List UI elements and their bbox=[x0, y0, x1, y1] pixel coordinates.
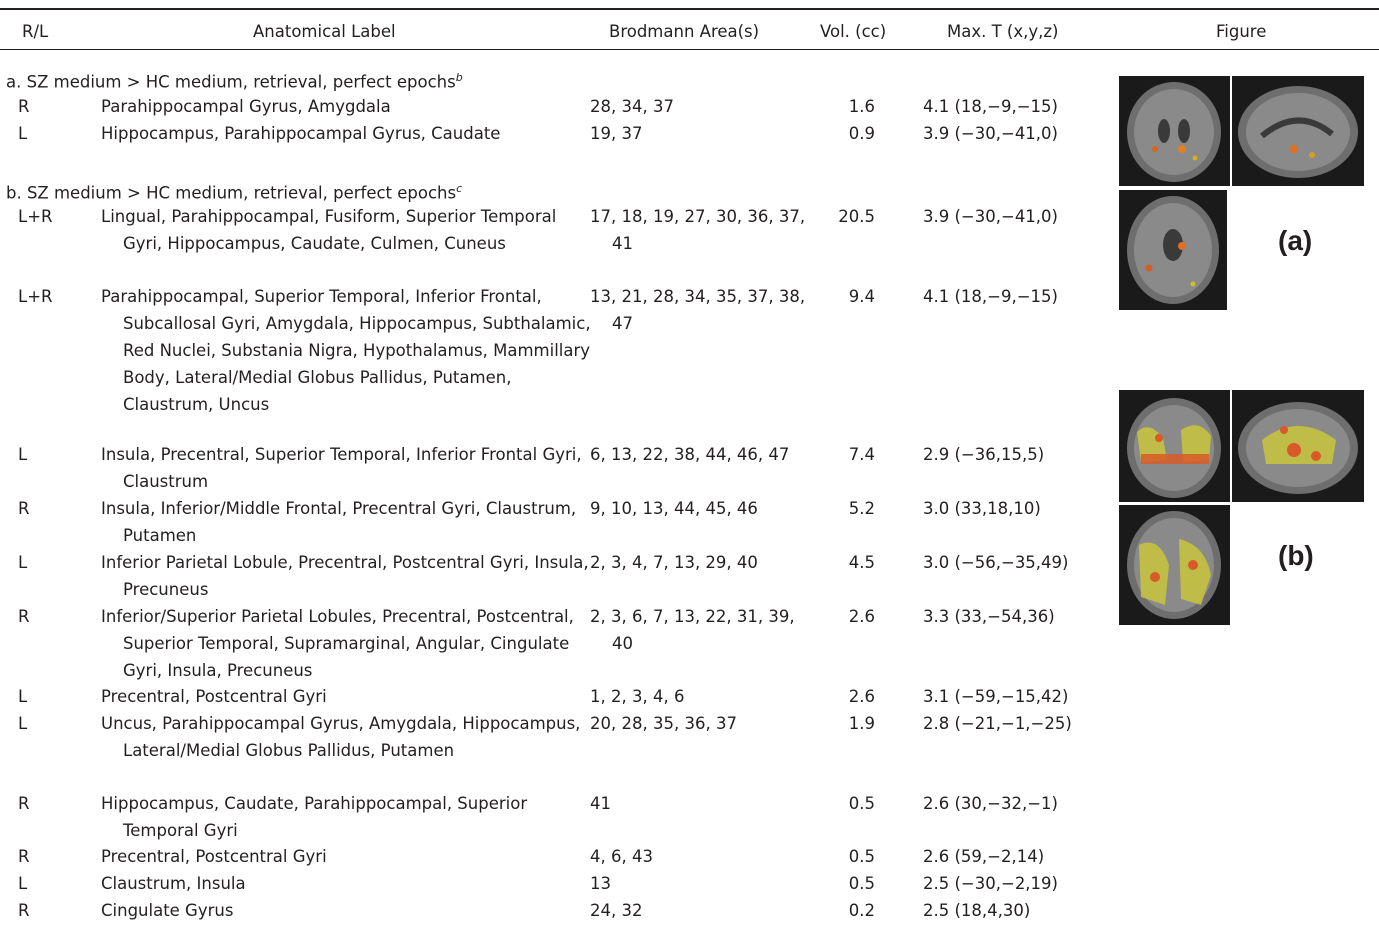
cell-vol: 5.2 bbox=[848, 499, 875, 518]
cell-ba: 41 bbox=[590, 794, 611, 813]
cell-maxt: 4.1 (18,−9,−15) bbox=[923, 287, 1058, 306]
header-brodmann-areas: Brodmann Area(s) bbox=[609, 22, 760, 41]
cell-rl: R bbox=[18, 794, 30, 813]
cell-maxt: 2.6 (59,−2,14) bbox=[923, 847, 1045, 866]
brain-scan-a-axial bbox=[1119, 190, 1227, 310]
cell-vol: 20.5 bbox=[838, 207, 875, 226]
cell-label: Precentral, Postcentral Gyri bbox=[101, 847, 327, 866]
cell-ba: 20, 28, 35, 36, 37 bbox=[590, 714, 737, 733]
figure-label-b: (b) bbox=[1278, 540, 1314, 571]
cell-vol: 0.5 bbox=[848, 847, 875, 866]
cell-rl: R bbox=[18, 97, 30, 116]
cell-maxt: 3.3 (33,−54,36) bbox=[923, 607, 1055, 626]
cell-rl: L bbox=[18, 687, 28, 706]
cell-ba: 6, 13, 22, 38, 44, 46, 47 bbox=[590, 445, 790, 464]
cell-label: Claustrum, Insula bbox=[101, 874, 246, 893]
cell-ba: 17, 18, 19, 27, 30, 36, 37, 41 bbox=[590, 207, 806, 253]
cell-maxt: 3.9 (−30,−41,0) bbox=[923, 124, 1058, 143]
header-figure: Figure bbox=[1216, 22, 1267, 41]
cell-ba: 19, 37 bbox=[590, 124, 643, 143]
cell-label: Hippocampus, Caudate, Parahippocampal, S… bbox=[101, 794, 528, 840]
cell-rl: L bbox=[18, 124, 28, 143]
cell-vol: 0.5 bbox=[848, 874, 875, 893]
brain-scan-a-sagittal bbox=[1232, 76, 1364, 186]
cell-vol: 0.5 bbox=[848, 794, 875, 813]
cell-label: Hippocampus, Parahippocampal Gyrus, Caud… bbox=[101, 124, 501, 143]
cell-rl: L bbox=[18, 714, 28, 733]
cell-rl: R bbox=[18, 847, 30, 866]
cell-label: Parahippocampal Gyrus, Amygdala bbox=[101, 97, 391, 116]
brain-scan-b-sagittal bbox=[1232, 390, 1364, 502]
section-b-title: b. SZ medium > HC medium, retrieval, per… bbox=[6, 182, 463, 203]
cell-vol: 1.9 bbox=[848, 714, 875, 733]
cell-maxt: 2.5 (18,4,30) bbox=[923, 901, 1031, 920]
cell-maxt: 2.6 (30,−32,−1) bbox=[923, 794, 1058, 813]
cell-ba: 2, 3, 6, 7, 13, 22, 31, 39, 40 bbox=[590, 607, 795, 653]
cell-maxt: 2.9 (−36,15,5) bbox=[923, 445, 1045, 464]
cell-vol: 4.5 bbox=[848, 553, 875, 572]
cell-vol: 2.6 bbox=[848, 687, 875, 706]
cell-vol: 2.6 bbox=[848, 607, 875, 626]
cell-ba: 1, 2, 3, 4, 6 bbox=[590, 687, 685, 706]
cell-ba: 2, 3, 4, 7, 13, 29, 40 bbox=[590, 553, 758, 572]
section-a-title: a. SZ medium > HC medium, retrieval, per… bbox=[6, 71, 463, 92]
cell-vol: 0.9 bbox=[848, 124, 875, 143]
cell-ba: 9, 10, 13, 44, 45, 46 bbox=[590, 499, 758, 518]
cell-vol: 0.2 bbox=[848, 901, 875, 920]
cell-ba: 13 bbox=[590, 874, 611, 893]
cell-label: Lingual, Parahippocampal, Fusiform, Supe… bbox=[101, 207, 557, 253]
cell-rl: R bbox=[18, 499, 30, 518]
brain-scan-b-coronal bbox=[1119, 390, 1230, 502]
cell-vol: 9.4 bbox=[848, 287, 875, 306]
header-max-t: Max. T (x,y,z) bbox=[947, 22, 1059, 41]
cell-maxt: 3.1 (−59,−15,42) bbox=[923, 687, 1069, 706]
cell-rl: R bbox=[18, 607, 30, 626]
cell-label: Precentral, Postcentral Gyri bbox=[101, 687, 327, 706]
cell-rl: L+R bbox=[18, 207, 53, 226]
brain-scan-b-axial bbox=[1119, 505, 1230, 625]
cell-label: Parahippocampal, Superior Temporal, Infe… bbox=[101, 287, 591, 414]
cell-ba: 13, 21, 28, 34, 35, 37, 38, 47 bbox=[590, 287, 806, 333]
cell-rl: L bbox=[18, 874, 28, 893]
figure-label-a: (a) bbox=[1278, 225, 1313, 256]
cell-maxt: 4.1 (18,−9,−15) bbox=[923, 97, 1058, 116]
cell-label: Inferior/Superior Parietal Lobules, Prec… bbox=[101, 607, 574, 680]
cell-maxt: 3.0 (33,18,10) bbox=[923, 499, 1041, 518]
cell-rl: L+R bbox=[18, 287, 53, 306]
cell-maxt: 2.5 (−30,−2,19) bbox=[923, 874, 1058, 893]
cell-rl: L bbox=[18, 553, 28, 572]
cell-label: Inferior Parietal Lobule, Precentral, Po… bbox=[101, 553, 589, 599]
cell-maxt: 3.9 (−30,−41,0) bbox=[923, 207, 1058, 226]
header-rl: R/L bbox=[22, 22, 49, 41]
brain-scan-a-coronal bbox=[1119, 76, 1230, 186]
cell-rl: L bbox=[18, 445, 28, 464]
top-rule bbox=[0, 8, 1379, 10]
header-anatomical-label: Anatomical Label bbox=[253, 22, 396, 41]
cell-label: Insula, Inferior/Middle Frontal, Precent… bbox=[101, 499, 577, 545]
cell-label: Cingulate Gyrus bbox=[101, 901, 234, 920]
header-rule bbox=[0, 49, 1379, 50]
cell-ba: 4, 6, 43 bbox=[590, 847, 653, 866]
cell-label: Insula, Precentral, Superior Temporal, I… bbox=[101, 445, 582, 491]
cell-ba: 24, 32 bbox=[590, 901, 643, 920]
cell-rl: R bbox=[18, 901, 30, 920]
cell-vol: 7.4 bbox=[848, 445, 875, 464]
header-volume: Vol. (cc) bbox=[820, 22, 887, 41]
cell-ba: 28, 34, 37 bbox=[590, 97, 674, 116]
cell-label: Uncus, Parahippocampal Gyrus, Amygdala, … bbox=[101, 714, 581, 760]
cell-maxt: 3.0 (−56,−35,49) bbox=[923, 553, 1069, 572]
cell-maxt: 2.8 (−21,−1,−25) bbox=[923, 714, 1072, 733]
cell-vol: 1.6 bbox=[848, 97, 875, 116]
